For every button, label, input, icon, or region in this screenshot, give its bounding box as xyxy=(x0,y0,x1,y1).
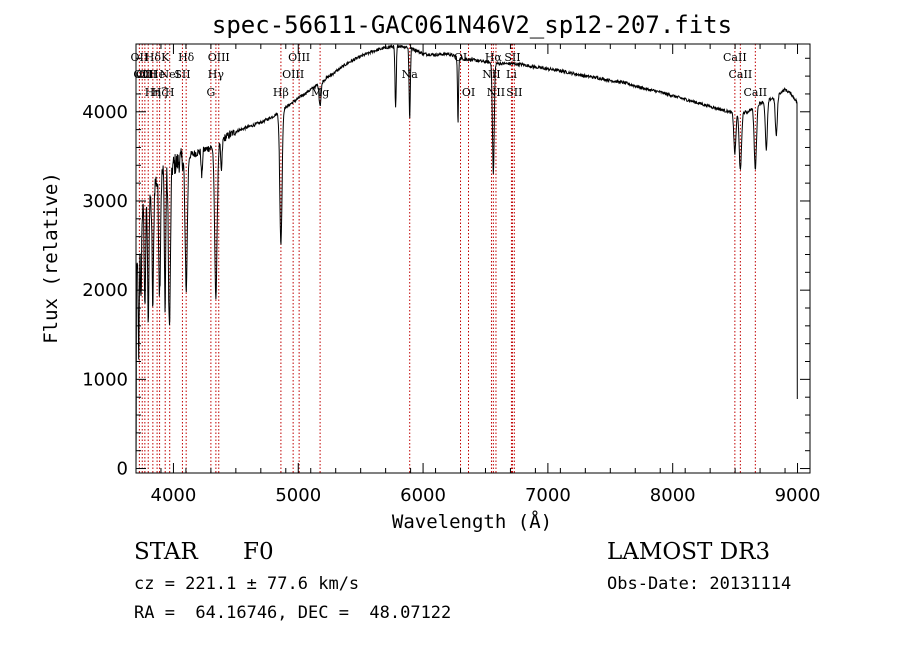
x-tick-label: 8000 xyxy=(650,485,696,506)
line-marker-label: NII xyxy=(487,86,505,99)
line-marker-label: OIII xyxy=(288,51,310,64)
line-marker-label: Hα xyxy=(485,51,503,64)
spectral-subclass: F0 xyxy=(243,539,274,565)
chart-title: spec-56611-GAC061N46V2_sp12-207.fits xyxy=(212,11,732,39)
sky-coordinates: RA = 64.16746, DEC = 48.07122 xyxy=(134,603,452,623)
line-marker-label: SII xyxy=(504,51,520,64)
line-marker-label: Hη xyxy=(145,86,161,99)
line-marker-label: Hζ xyxy=(152,86,168,99)
y-tick-label: 4000 xyxy=(82,102,128,123)
line-marker-label: Mg xyxy=(311,86,329,99)
observation-date: Obs-Date: 20131114 xyxy=(607,574,792,594)
line-marker-label: Hδ xyxy=(145,51,162,64)
line-marker-label: NeI xyxy=(159,68,179,81)
line-marker-label: SII xyxy=(506,86,522,99)
x-tick-label: 5000 xyxy=(275,485,321,506)
x-tick-label: 4000 xyxy=(151,485,197,506)
line-markers xyxy=(138,44,756,473)
survey-name: LAMOST DR3 xyxy=(607,539,771,565)
line-marker-label: Li xyxy=(506,68,517,81)
line-marker-label: H xyxy=(165,86,175,99)
line-marker-label: He xyxy=(149,68,165,81)
line-marker-label: Hβ xyxy=(273,86,289,99)
line-marker-label: OII xyxy=(133,68,151,81)
line-marker-label: OII xyxy=(139,68,157,81)
y-tick-label: 1000 xyxy=(82,369,128,390)
y-axis-ticks: 0 1000 2000 3000 4000 xyxy=(82,57,810,480)
line-marker-label: Hγ xyxy=(208,68,225,81)
line-marker-labels: OIIOIIOIIOIIHδHηHeHζKNeIHSIIHδGHγOIIIHβO… xyxy=(131,51,768,99)
line-marker-label: SII xyxy=(174,68,190,81)
x-tick-label: 6000 xyxy=(400,485,446,506)
x-tick-label: 9000 xyxy=(775,485,821,506)
line-marker-label: K xyxy=(161,51,170,64)
line-marker-label: OII xyxy=(136,68,154,81)
line-marker-label: Hδ xyxy=(178,51,195,64)
plot-frame xyxy=(135,43,811,474)
line-marker-label: OIII xyxy=(208,51,230,64)
redshift-value: cz = 221.1 ± 77.6 km/s xyxy=(134,574,360,594)
y-axis-label: Flux (relative) xyxy=(40,172,62,344)
line-marker-label: OIII xyxy=(282,68,304,81)
x-tick-label: 7000 xyxy=(525,485,571,506)
x-axis-ticks: 4000 5000 6000 7000 8000 9000 xyxy=(135,44,821,506)
y-tick-label: 2000 xyxy=(82,280,128,301)
y-tick-label: 0 xyxy=(117,459,128,480)
spectrum-line xyxy=(135,43,798,467)
line-marker-label: CaII xyxy=(723,51,747,64)
y-tick-label: 3000 xyxy=(82,191,128,212)
line-marker-label: G xyxy=(206,86,215,99)
line-marker-label: OII xyxy=(131,51,149,64)
line-marker-label: OI xyxy=(462,86,475,99)
object-class: STAR xyxy=(134,539,198,565)
line-marker-label: Na xyxy=(402,68,419,81)
line-marker-label: CaII xyxy=(743,86,767,99)
x-axis-label: Wavelength (Å) xyxy=(392,510,552,533)
line-marker-label: CaII xyxy=(729,68,753,81)
